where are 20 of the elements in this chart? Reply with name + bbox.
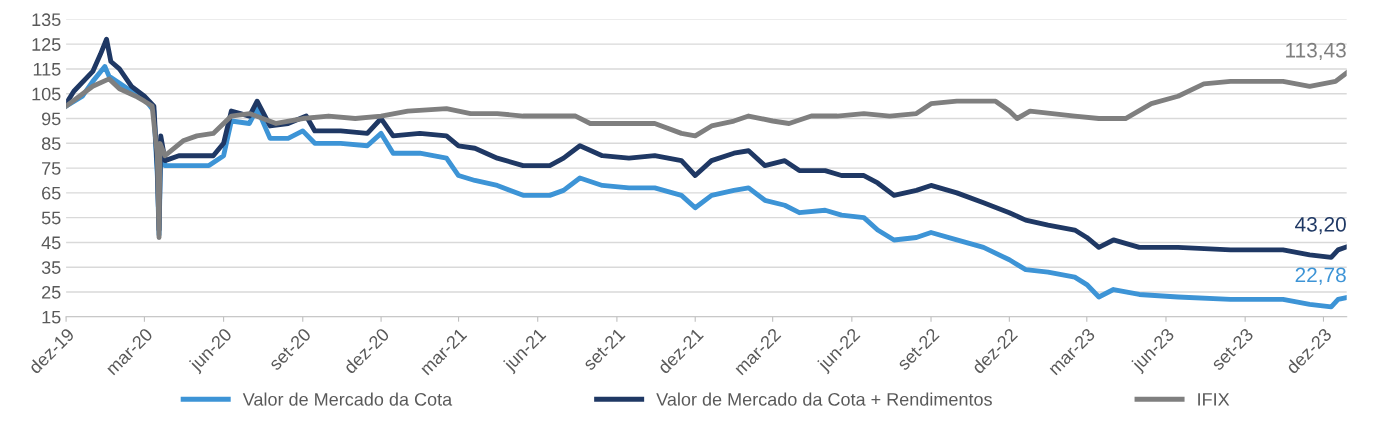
y-tick-label: 75	[42, 162, 61, 175]
y-tick-label: 125	[32, 38, 61, 51]
y-tick-label: 45	[41, 236, 61, 250]
annotation: 113,43	[1286, 42, 1346, 61]
annotation: 43,20	[1295, 216, 1346, 235]
y-tick-label: 65	[42, 186, 61, 200]
y-tick-label: 55	[41, 211, 61, 225]
legend-label: Valor de Mercado da Cota	[242, 392, 453, 406]
legend-label: Valor de Mercado da Cota + Rendimentos	[656, 392, 992, 406]
annotation: 22,78	[1295, 267, 1346, 285]
y-tick-label: 135	[32, 13, 61, 27]
y-tick-label: 15	[42, 310, 61, 324]
y-tick-label: 115	[33, 63, 61, 76]
y-tick-label: 85	[41, 137, 61, 151]
line-series	[66, 70, 1347, 240]
y-tick-label: 35	[41, 261, 61, 274]
y-tick-label: 105	[32, 87, 61, 101]
y-tick-label: 95	[42, 112, 61, 126]
y-tick-label: 25	[42, 285, 61, 299]
legend-label: IFIX	[1198, 393, 1230, 406]
